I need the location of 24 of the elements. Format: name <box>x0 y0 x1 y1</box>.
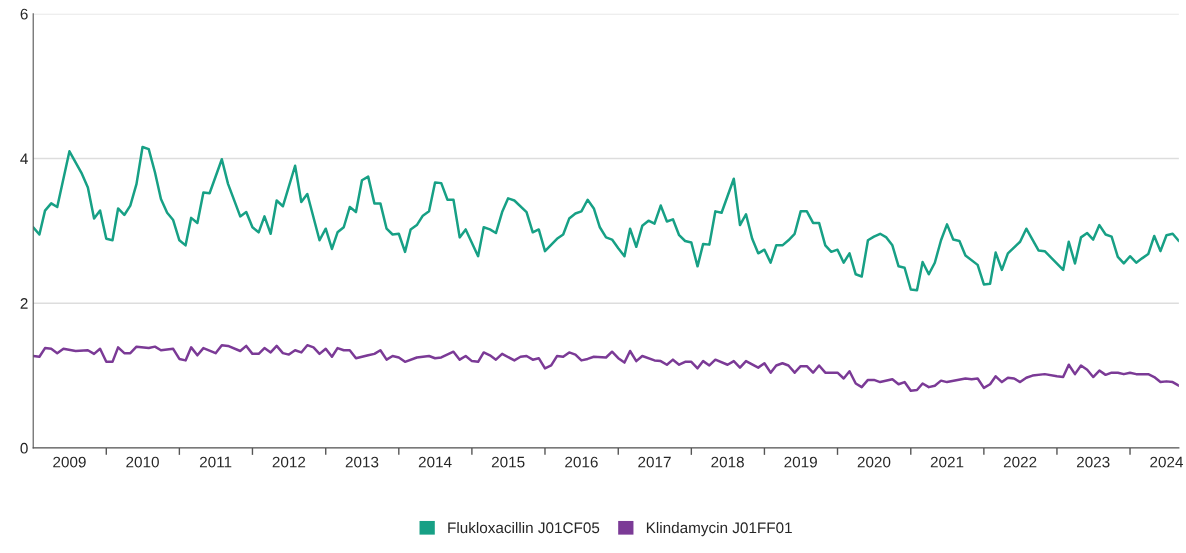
x-tick-label: 2022 <box>1003 456 1037 468</box>
legend-label: Flukloxacillin J01CF05 <box>448 521 600 534</box>
line-series <box>33 145 1179 292</box>
x-tick-label: 2012 <box>272 456 306 468</box>
x-tick-label: 2017 <box>638 456 671 468</box>
x-tick-label: 2023 <box>1076 456 1110 468</box>
y-tick-label: 0 <box>20 442 28 454</box>
x-tick-label: 2014 <box>418 456 452 468</box>
x-tick-label: 2024 <box>1150 456 1184 468</box>
legend-label: Klindamycin J01FF01 <box>646 521 792 537</box>
x-tick-label: 2015 <box>491 456 525 468</box>
y-tick-label: 4 <box>20 153 28 165</box>
line-series <box>33 343 1179 393</box>
x-tick-label: 2009 <box>53 456 86 468</box>
x-tick-label: 2010 <box>126 456 159 468</box>
x-tick-label: 2018 <box>711 456 744 468</box>
x-tick-label: 2021 <box>930 456 964 468</box>
x-tick-label: 2011 <box>199 456 232 468</box>
x-tick-label: 2020 <box>857 456 891 468</box>
y-tick-label: 6 <box>20 8 28 20</box>
x-tick-label: 2019 <box>784 456 817 468</box>
y-tick-label: 2 <box>20 298 28 309</box>
x-tick-label: 2013 <box>345 456 379 468</box>
x-tick-label: 2016 <box>565 456 598 468</box>
